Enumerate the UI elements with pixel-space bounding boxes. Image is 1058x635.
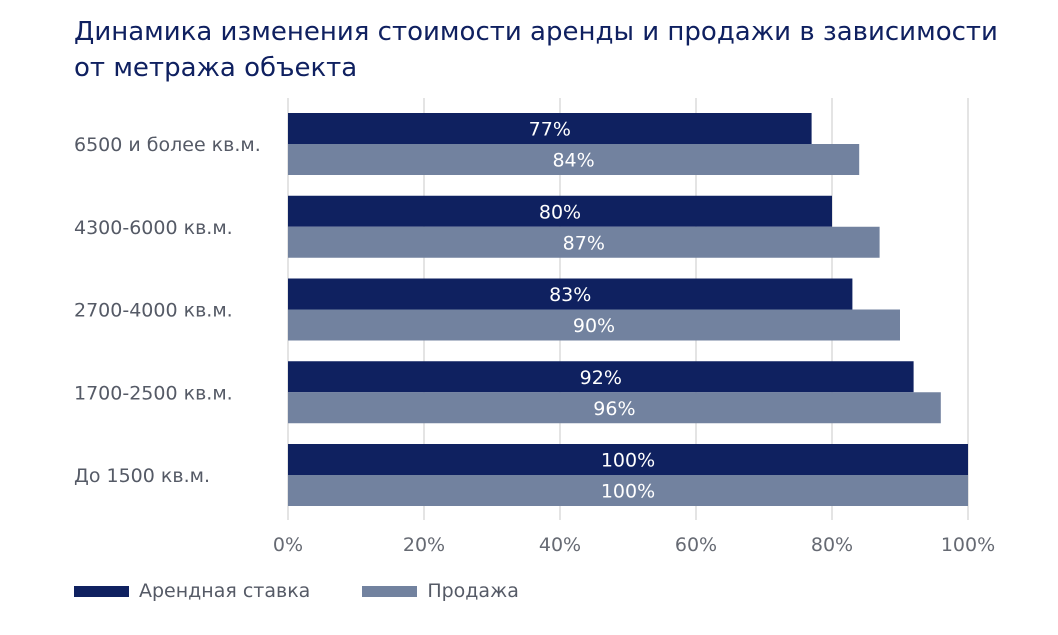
data-label: 83% bbox=[549, 284, 591, 306]
category-label: 4300-6000 кв.м. bbox=[74, 217, 233, 239]
bar bbox=[288, 113, 812, 144]
category-label: 1700-2500 кв.м. bbox=[74, 382, 233, 404]
category-label: 6500 и более кв.м. bbox=[74, 134, 261, 156]
x-tick-label: 40% bbox=[539, 534, 581, 556]
data-label: 84% bbox=[552, 150, 594, 172]
legend-item-rent: Арендная ставка bbox=[74, 580, 310, 602]
x-tick-label: 0% bbox=[273, 534, 303, 556]
legend-swatch-rent bbox=[74, 585, 129, 597]
x-tick-label: 60% bbox=[675, 534, 717, 556]
bar bbox=[288, 195, 832, 227]
data-label: 100% bbox=[601, 450, 655, 472]
bar bbox=[288, 444, 968, 475]
data-label: 80% bbox=[539, 201, 581, 223]
x-tick-label: 100% bbox=[941, 534, 995, 556]
data-label: 92% bbox=[580, 367, 622, 389]
data-label: 96% bbox=[593, 398, 635, 420]
x-tick-label: 80% bbox=[811, 534, 853, 556]
legend-label-sale: Продажа bbox=[427, 580, 519, 602]
legend-swatch-sale bbox=[362, 585, 418, 597]
data-label: 87% bbox=[563, 232, 605, 254]
legend-label-rent: Арендная ставка bbox=[139, 580, 311, 602]
bar bbox=[288, 226, 880, 258]
data-label: 90% bbox=[573, 315, 615, 337]
x-tick-label: 20% bbox=[403, 534, 445, 556]
chart-title: Динамика изменения стоимости аренды и пр… bbox=[74, 17, 998, 83]
bar bbox=[288, 392, 941, 424]
category-label: До 1500 кв.м. bbox=[74, 465, 210, 487]
legend-item-sale: Продажа bbox=[362, 580, 519, 602]
legend: Арендная ставка Продажа bbox=[74, 580, 571, 602]
data-label: 77% bbox=[529, 119, 571, 141]
bar bbox=[288, 475, 968, 506]
bar bbox=[288, 278, 853, 310]
bar bbox=[288, 361, 914, 393]
data-label: 100% bbox=[601, 481, 655, 503]
bar bbox=[288, 144, 860, 175]
category-label: 2700-4000 кв.м. bbox=[74, 300, 233, 322]
bar bbox=[288, 309, 900, 341]
